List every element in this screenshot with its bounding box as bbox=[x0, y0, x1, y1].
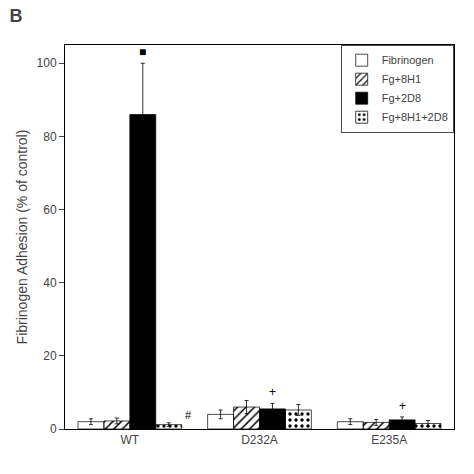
svg-text:0: 0 bbox=[50, 422, 57, 436]
svg-text:E235A: E235A bbox=[371, 433, 407, 447]
svg-text:Fg+2D8: Fg+2D8 bbox=[382, 92, 421, 104]
svg-text:40: 40 bbox=[43, 276, 57, 290]
svg-text:100: 100 bbox=[37, 56, 57, 70]
svg-text:D232A: D232A bbox=[241, 433, 278, 447]
svg-text:+: + bbox=[399, 399, 406, 413]
svg-text:■: ■ bbox=[139, 45, 146, 59]
svg-text:20: 20 bbox=[43, 349, 57, 363]
svg-text:WT: WT bbox=[121, 433, 140, 447]
svg-text:Fibrinogen: Fibrinogen bbox=[382, 54, 434, 66]
svg-text:#: # bbox=[185, 409, 192, 421]
svg-text:B: B bbox=[9, 6, 22, 26]
svg-text:80: 80 bbox=[43, 130, 57, 144]
svg-text:Fg+8H1: Fg+8H1 bbox=[382, 73, 421, 85]
svg-text:60: 60 bbox=[43, 203, 57, 217]
svg-text:Fg+8H1+2D8: Fg+8H1+2D8 bbox=[382, 111, 448, 123]
svg-text:Fibrinogen Adhesion (% of cont: Fibrinogen Adhesion (% of control) bbox=[14, 130, 30, 345]
svg-text:+: + bbox=[269, 385, 276, 399]
